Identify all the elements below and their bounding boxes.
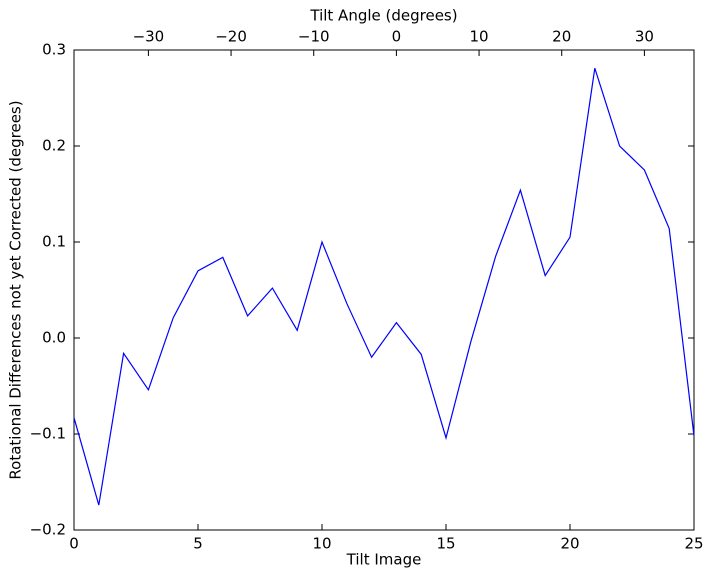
x2-tick-label: −20	[215, 28, 247, 46]
y-tick-label: 0.2	[42, 137, 66, 155]
x2-tick-label: 30	[635, 28, 654, 46]
x-tick-label: 0	[69, 535, 79, 553]
y-tick-label: −0.1	[30, 425, 66, 443]
x-tick-label: 5	[193, 535, 203, 553]
x2-tick-label: −10	[298, 28, 330, 46]
y-tick-label: 0.1	[42, 233, 66, 251]
y-tick-label: 0.3	[42, 41, 66, 59]
x2-tick-label: 0	[392, 28, 402, 46]
y-tick-label: 0.0	[42, 329, 66, 347]
y-axis-label: Rotational Differences not yet Corrected…	[7, 100, 25, 479]
x-tick-label: 25	[684, 535, 703, 553]
x-tick-label: 15	[436, 535, 455, 553]
data-line	[73, 68, 695, 506]
x2-tick-label: 10	[470, 28, 489, 46]
x2-tick-label: 20	[552, 28, 571, 46]
x2-axis-label: Tilt Angle (degrees)	[309, 7, 457, 25]
plot-frame	[73, 49, 695, 531]
x2-tick-label: −30	[133, 28, 165, 46]
x-axis-label: Tilt Image	[346, 551, 422, 569]
x-tick-label: 10	[312, 535, 331, 553]
x-tick-label: 20	[560, 535, 579, 553]
y-tick-label: −0.2	[30, 521, 66, 539]
